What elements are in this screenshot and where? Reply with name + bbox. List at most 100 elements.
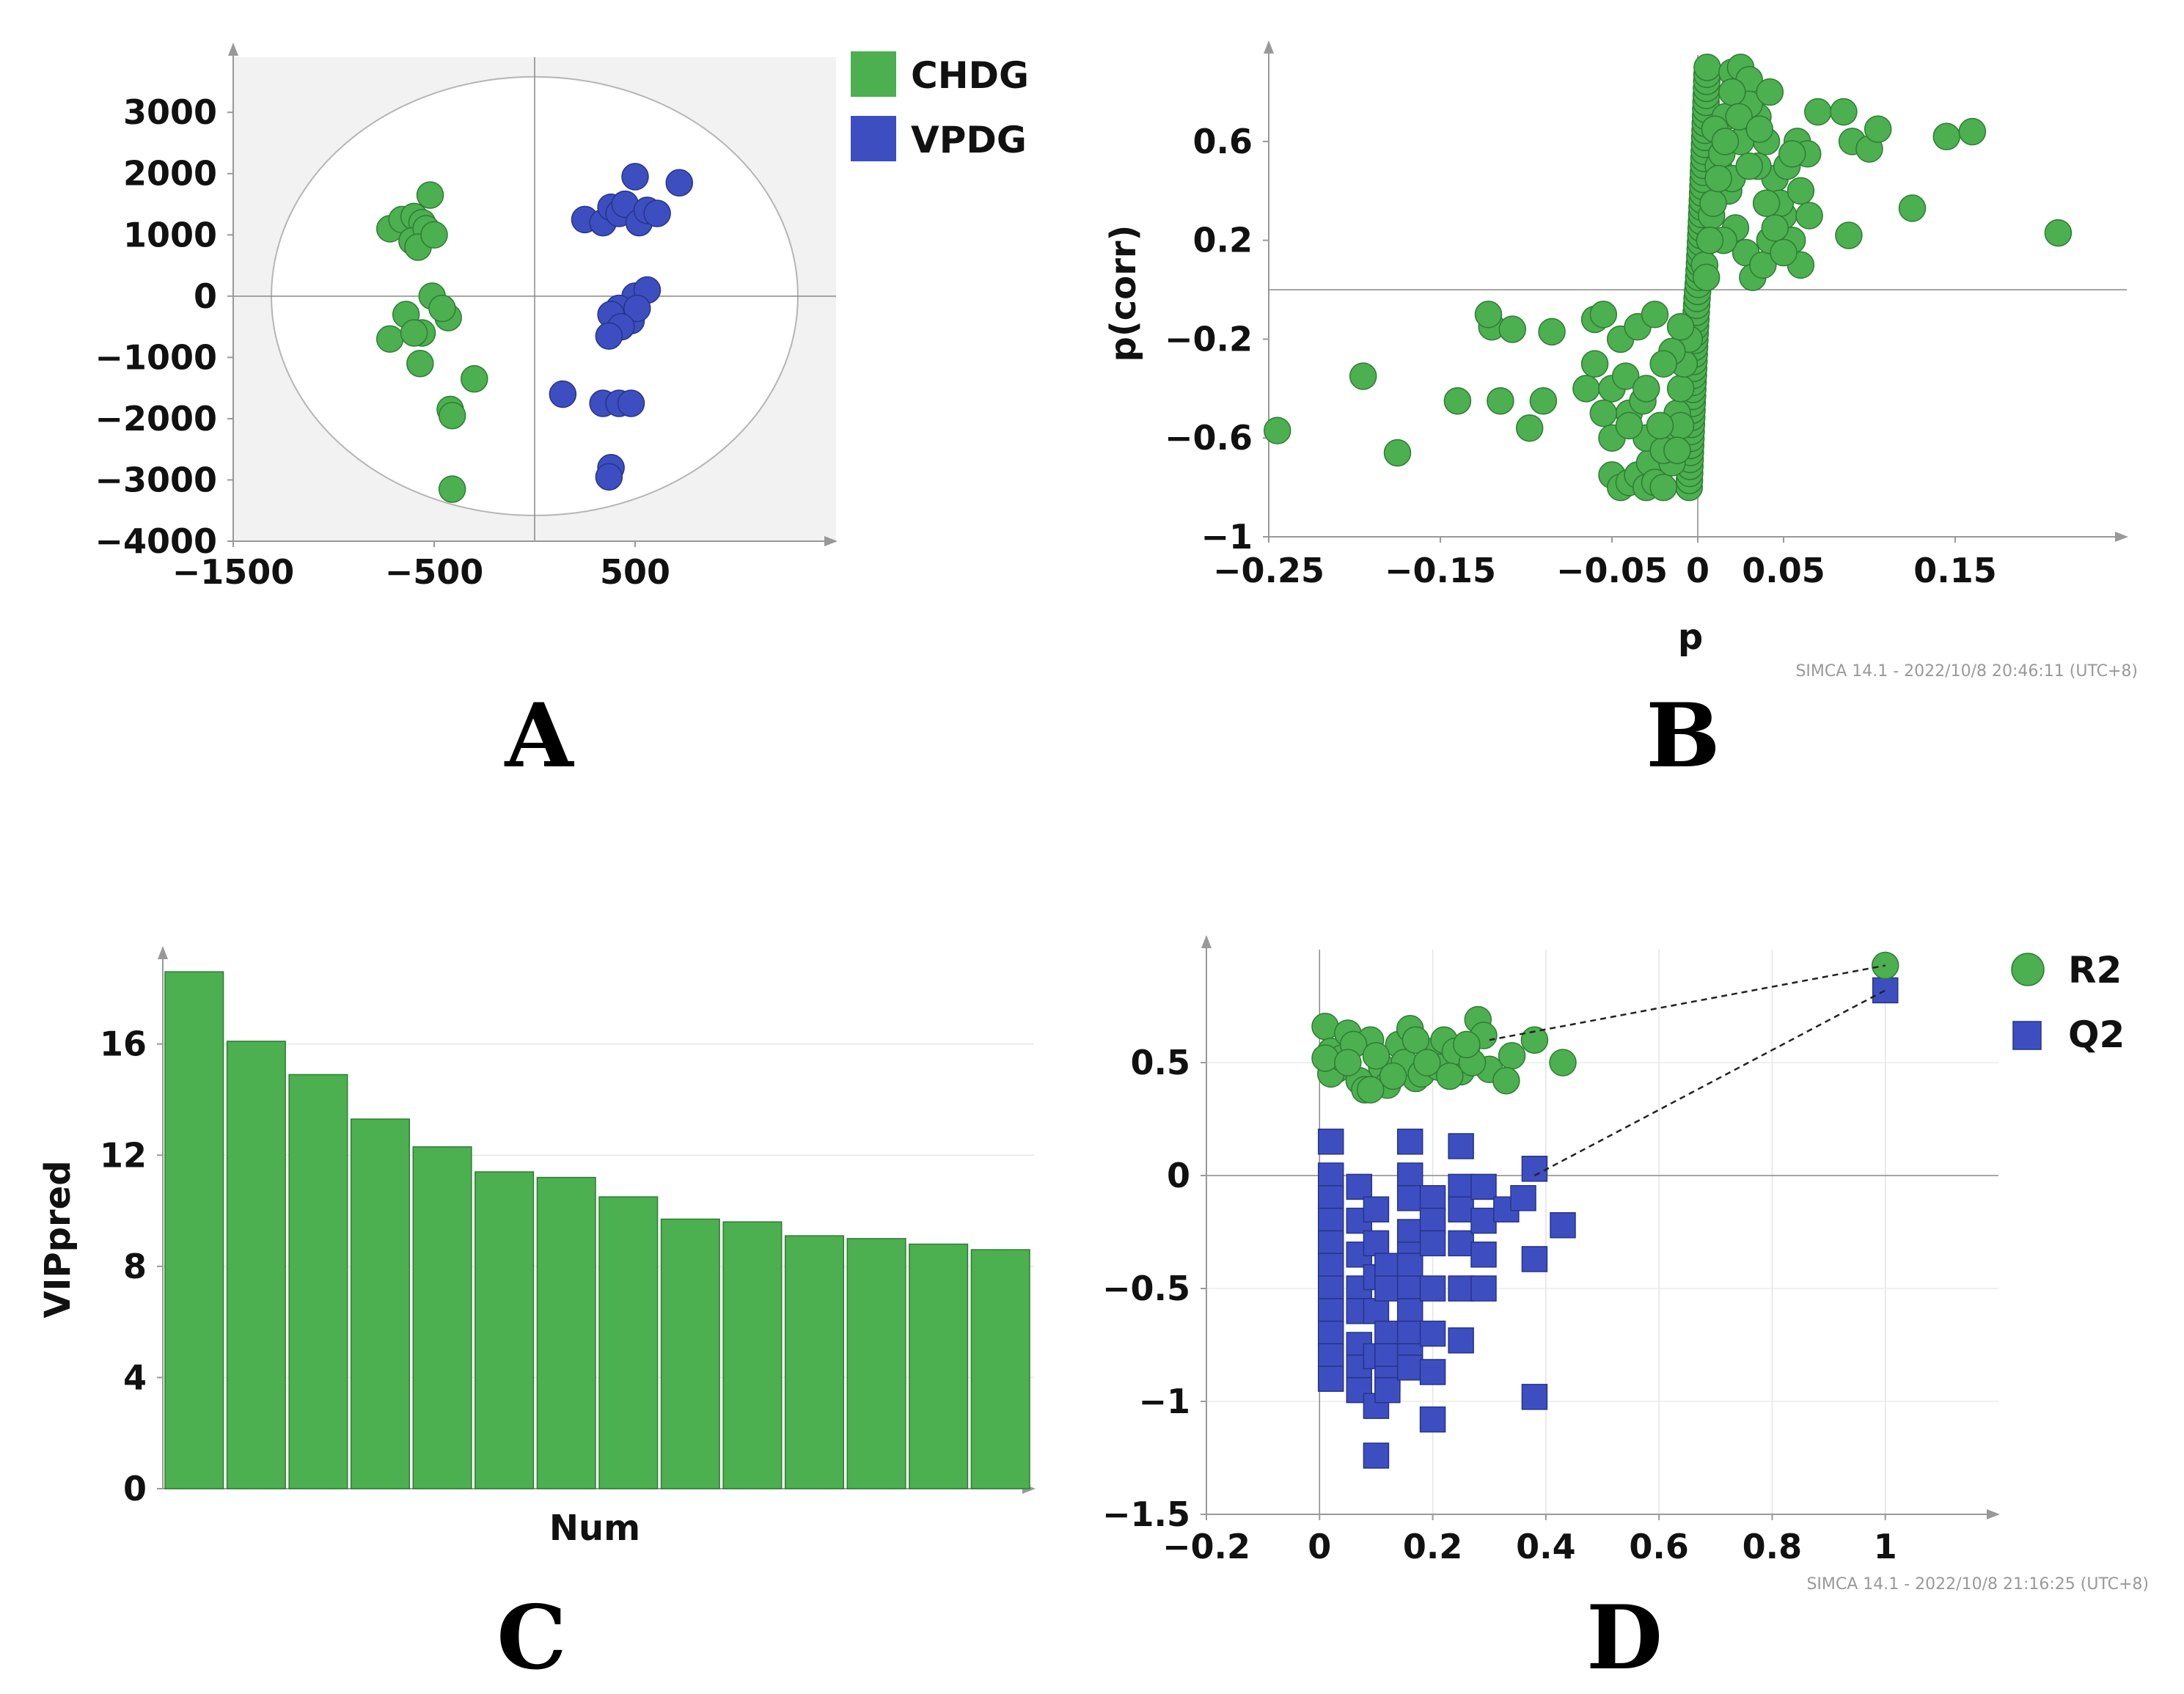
- chdg-point: [420, 221, 448, 249]
- panel-letter-a: A: [504, 684, 574, 788]
- loading-point: [1864, 115, 1892, 143]
- loading-point: [1756, 78, 1784, 106]
- vip-bar: [846, 1238, 906, 1489]
- chdg-point: [400, 319, 428, 347]
- q2-point: [1448, 1327, 1474, 1354]
- y-axis-arrow: [158, 946, 168, 959]
- panel-a-score-plot: 3000 2000 1000 0 −1000 −2000 −3000 −4000−1500 −5…: [95, 43, 1029, 592]
- legend-swatch-1: [851, 116, 896, 161]
- loading-point: [1589, 399, 1618, 428]
- y-tick-label: 4: [123, 1357, 147, 1397]
- loading-point: [1263, 417, 1291, 444]
- y-tick-label: 16: [100, 1024, 147, 1064]
- loading-point: [1632, 375, 1660, 403]
- loading-point: [1615, 411, 1644, 440]
- loading-point: [1487, 386, 1514, 415]
- x-tick-label: −500: [385, 552, 484, 592]
- q2-point: [1448, 1196, 1474, 1222]
- vpdg-point: [549, 380, 577, 408]
- q2-point: [1521, 1156, 1548, 1182]
- loading-point: [1649, 473, 1677, 502]
- q2-point: [1448, 1275, 1474, 1302]
- loading-point: [1580, 350, 1609, 378]
- y-tick-label: 1000: [123, 215, 217, 254]
- x-tick-label: −0.2: [1162, 1527, 1250, 1566]
- vip-bar: [536, 1176, 596, 1489]
- q2-point: [1448, 1173, 1474, 1200]
- x-tick-label: −0.15: [1385, 551, 1496, 590]
- loading-point: [1830, 98, 1858, 126]
- q2-point: [1374, 1253, 1401, 1279]
- y-tick-label: 3000: [123, 92, 217, 132]
- loading-point: [1718, 78, 1746, 106]
- loading-point: [1666, 312, 1695, 341]
- vpdg-point: [617, 389, 645, 417]
- legend-label-1: VPDG: [911, 119, 1027, 161]
- q2-point: [1521, 1246, 1548, 1272]
- loading-point: [1572, 375, 1600, 403]
- loading-point: [1589, 301, 1618, 329]
- r2-point: [1334, 1049, 1362, 1077]
- q2-point: [1363, 1196, 1390, 1222]
- regression-line-0: [1489, 964, 1886, 1041]
- q2-point: [1396, 1162, 1423, 1189]
- q2-point: [1396, 1185, 1423, 1211]
- r2-point: [1401, 1026, 1430, 1054]
- q2-point: [1346, 1173, 1373, 1200]
- loading-point: [1693, 54, 1721, 81]
- y-axis-title: p(corr): [1103, 224, 1144, 362]
- vpdg-point: [621, 163, 649, 191]
- y-tick-label: 0: [1167, 1156, 1190, 1195]
- q2-point: [1448, 1133, 1474, 1159]
- q2-point: [1317, 1298, 1344, 1324]
- vpdg-point: [623, 294, 651, 323]
- x-tick-label: −1500: [172, 552, 295, 592]
- y-tick-label: −1: [1138, 1382, 1190, 1421]
- vip-bar: [226, 1041, 286, 1489]
- loading-point: [1804, 98, 1832, 126]
- y-tick-label: 0.6: [1193, 122, 1253, 161]
- x-tick-label: 0.2: [1403, 1527, 1463, 1566]
- loading-point: [1761, 214, 1789, 242]
- watermark-d: SIMCA 14.1 - 2022/10/8 21:16:25 (UTC+8): [1806, 1575, 2149, 1594]
- q2-point: [1317, 1343, 1344, 1370]
- y-tick-label: 0: [194, 276, 217, 316]
- panel-d-permutation-plot: 0.5 0 −0.5 −1 −1.5−0.2 0 0.2 0.4 0.6 0.8 1 R2 Q2: [1102, 935, 2125, 1566]
- loading-point: [1835, 221, 1863, 249]
- loading-point: [1787, 177, 1815, 205]
- loading-point: [1704, 164, 1732, 193]
- x-tick-label: 0.05: [1742, 551, 1825, 590]
- q2-point: [1448, 1230, 1474, 1257]
- vip-bar: [412, 1146, 472, 1489]
- q2-point: [1470, 1275, 1497, 1302]
- q2-point: [1470, 1173, 1497, 1200]
- x-tick-label: −0.05: [1556, 551, 1668, 590]
- q2-point: [1470, 1207, 1497, 1234]
- q2-point: [1419, 1275, 1446, 1302]
- loading-point: [1752, 189, 1781, 217]
- r2-point: [1311, 1044, 1339, 1072]
- x-tick-label: 500: [600, 552, 670, 592]
- q2-point: [1317, 1162, 1344, 1189]
- q2-point: [1363, 1230, 1390, 1257]
- q2-point: [1317, 1185, 1344, 1211]
- q2-point: [1419, 1359, 1446, 1385]
- q2-point: [1374, 1275, 1401, 1302]
- y-tick-label: 0.5: [1131, 1043, 1191, 1082]
- q2-point: [1317, 1365, 1344, 1392]
- r2-point: [1379, 1062, 1407, 1090]
- q2-point: [1872, 977, 1899, 1004]
- r2-point: [1413, 1049, 1441, 1077]
- y-tick-label: 0: [123, 1469, 147, 1508]
- vip-bar: [164, 971, 224, 1489]
- r2-point: [1453, 1030, 1481, 1059]
- loading-point: [1666, 375, 1695, 403]
- q2-point: [1317, 1230, 1344, 1257]
- panel-c-vip-bar-chart: 0 4 8 12 16 Num VIPpred: [37, 946, 1036, 1549]
- q2-point: [1419, 1320, 1446, 1347]
- loading-point: [1538, 318, 1566, 346]
- vip-bar: [288, 1074, 348, 1489]
- chdg-point: [375, 325, 404, 353]
- chdg-point: [416, 181, 444, 209]
- vip-bar: [784, 1235, 845, 1489]
